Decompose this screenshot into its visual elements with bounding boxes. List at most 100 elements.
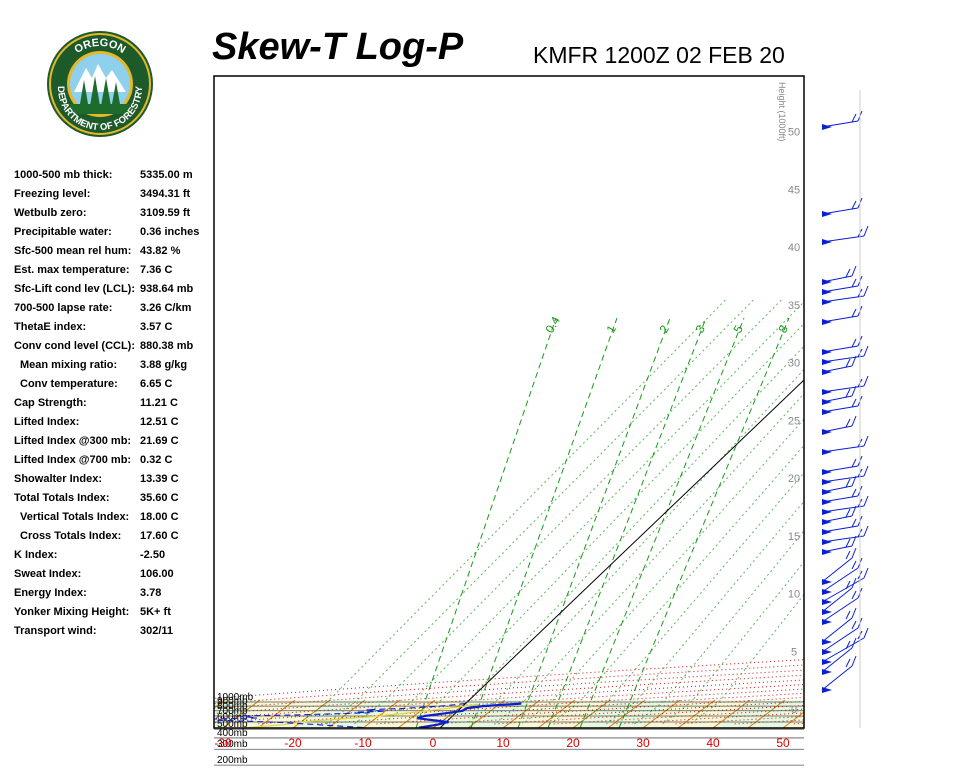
- dry-adiabat-line: [553, 708, 804, 725]
- index-label: Sweat Index:: [14, 568, 82, 580]
- height-tick-label: 50: [788, 127, 800, 139]
- plot-frame: [213, 75, 805, 729]
- wind-barb: [821, 475, 857, 495]
- index-value: 302/11: [140, 625, 174, 637]
- isobar-label: 500mb: [217, 719, 248, 730]
- index-label: Showalter Index:: [14, 473, 103, 485]
- mixing-ratio-line: [547, 317, 707, 728]
- logo-top-text: OREGON: [72, 37, 127, 56]
- index-row: Freezing level: 3494.31 ft: [14, 188, 214, 207]
- index-label: Lifted Index @300 mb:: [14, 435, 132, 447]
- index-value: 3109.59 ft: [140, 207, 191, 219]
- dry-adiabat-line: [374, 697, 804, 725]
- wind-barb: [821, 305, 863, 325]
- index-value: 0.32 C: [140, 454, 173, 466]
- dry-adiabat-line: [214, 669, 804, 710]
- wind-barb: [821, 495, 869, 515]
- wind-barb: [821, 547, 857, 585]
- isobar-label: 700mb: [217, 706, 248, 717]
- station-info: KMFR 1200Z 02 FEB 20: [533, 42, 785, 68]
- index-row: Yonker Mixing Height: 5K+ ft: [14, 606, 214, 625]
- index-label: Cross Totals Index:: [20, 530, 122, 542]
- moist-adiabat-line: [549, 444, 804, 725]
- index-row: Showalter Index: 13.39 C: [14, 473, 214, 492]
- dry-adiabat-line: [214, 664, 804, 705]
- wind-barb: [821, 285, 869, 305]
- moist-adiabat-line: [521, 418, 804, 725]
- index-value: 880.38 mb: [140, 340, 194, 352]
- index-value: 6.65 C: [140, 378, 173, 390]
- height-tick-label: 5: [791, 646, 797, 658]
- index-row: Lifted Index: 12.51 C: [14, 416, 214, 435]
- wind-barb: [821, 607, 857, 645]
- index-label: Lifted Index @700 mb:: [14, 454, 132, 466]
- wind-barb: [821, 525, 869, 545]
- index-label: Transport wind:: [14, 625, 97, 637]
- height-tick-label: 15: [788, 531, 800, 543]
- temperature-tick-label: 50: [776, 736, 790, 750]
- height-tick-label: 25: [788, 415, 800, 427]
- index-label: Wetbulb zero:: [14, 207, 87, 219]
- svg-text:OREGON: OREGON: [72, 37, 127, 56]
- temperature-tick-label: 0: [430, 736, 437, 750]
- index-row: ThetaE index: 3.57 C: [14, 321, 214, 340]
- index-row: Conv temperature: 6.65 C: [14, 378, 214, 397]
- height-axis-label: Height (1000ft): [777, 82, 787, 142]
- temperature-band: [0, 700, 120, 768]
- dry-adiabat-line: [255, 688, 804, 725]
- isobar-label: 1000mb: [217, 692, 254, 703]
- reference-adiabat-line: [439, 379, 804, 728]
- height-tick-label: 10: [788, 589, 800, 601]
- index-label: Total Totals Index:: [14, 492, 110, 504]
- height-tick-label: 30: [788, 358, 800, 370]
- wind-barb: [821, 505, 857, 525]
- mixing-ratio-line: [415, 317, 557, 728]
- mixing-ratio-line: [579, 317, 745, 728]
- temperature-tick-label: 30: [636, 736, 650, 750]
- isotherm-line: [0, 700, 85, 768]
- mixing-ratio-label: 3: [692, 322, 708, 335]
- index-value: 3494.31 ft: [140, 188, 191, 200]
- isotherm-line: [782, 711, 804, 728]
- index-label: Est. max temperature:: [14, 264, 130, 276]
- index-label: Conv temperature:: [20, 378, 118, 390]
- index-value: 5K+ ft: [140, 606, 171, 618]
- index-value: 3.78: [140, 587, 162, 599]
- dewpoint-trace: [214, 703, 466, 728]
- height-tick-label: 40: [788, 242, 800, 254]
- dry-adiabat-line: [493, 704, 804, 725]
- index-label: Yonker Mixing Height:: [14, 606, 130, 618]
- index-row: Cross Totals Index: 17.60 C: [14, 530, 214, 549]
- index-row: Lifted Index @300 mb: 21.69 C: [14, 435, 214, 454]
- mixing-ratio-line: [618, 317, 790, 728]
- isobar-label: 400mb: [217, 728, 248, 739]
- temperature-band: [0, 700, 50, 768]
- index-label: Cap Strength:: [14, 397, 87, 409]
- index-row: Sfc-Lift cond lev (LCL): 938.64 mb: [14, 283, 214, 302]
- index-row: Precipitable water: 0.36 inches: [14, 226, 214, 245]
- isobar-label: 300mb: [217, 739, 248, 750]
- dry-adiabat-line: [314, 692, 804, 725]
- temperature-tick-label: -10: [354, 736, 372, 750]
- wind-barb: [821, 415, 857, 435]
- wind-barb: [821, 385, 857, 405]
- moist-adiabat-line: [409, 322, 804, 725]
- index-label: Conv cond level (CCL):: [14, 340, 136, 352]
- index-label: Sfc-500 mean rel hum:: [14, 245, 132, 257]
- mixing-ratio-line: [470, 317, 618, 728]
- height-tick-label: 0: [791, 704, 797, 716]
- index-label: ThetaE index:: [14, 321, 87, 333]
- isotherm-line: [214, 699, 226, 709]
- dry-adiabat-line: [911, 76, 960, 724]
- wind-barb: [821, 655, 857, 693]
- mixing-ratio-label: 0.4: [542, 314, 563, 336]
- moist-adiabat-line: [297, 299, 726, 725]
- wind-barb: [821, 275, 863, 295]
- index-value: 12.51 C: [140, 416, 179, 428]
- isotherm-line: [292, 699, 331, 728]
- index-label: 1000-500 mb thick:: [14, 169, 113, 181]
- moist-adiabat-line: [381, 301, 804, 725]
- wind-barb: [821, 335, 863, 355]
- dry-adiabat-line: [214, 679, 804, 719]
- wind-barb: [821, 395, 863, 415]
